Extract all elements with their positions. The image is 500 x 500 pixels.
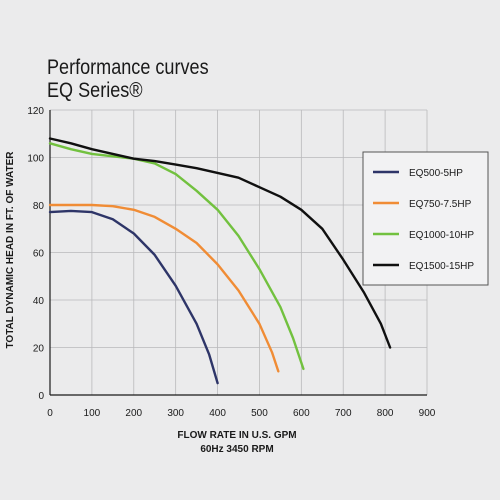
x-tick-label: 300 xyxy=(167,408,184,419)
y-tick-label: 20 xyxy=(33,344,45,355)
x-tick-label: 700 xyxy=(335,408,352,419)
legend-label-eq1000-10hp: EQ1000-10HP xyxy=(409,230,474,241)
x-tick-label: 800 xyxy=(377,408,394,419)
x-tick-label: 100 xyxy=(84,408,101,419)
legend-box xyxy=(362,151,489,286)
chart-title-line1: Performance curves xyxy=(47,56,209,79)
y-axis-title: TOTAL DYNAMIC HEAD IN FT. OF WATER xyxy=(5,151,16,349)
legend-label-eq500-5hp: EQ500-5HP xyxy=(409,168,463,179)
chart-title-line2: EQ Series® xyxy=(47,79,143,102)
legend-label-eq750-7-5hp: EQ750-7.5HP xyxy=(409,199,472,210)
series-group xyxy=(48,137,392,385)
series-line-eq750-7-5hp xyxy=(48,203,280,373)
chart-title: Performance curves EQ Series® xyxy=(47,56,209,102)
y-tick-label: 0 xyxy=(38,391,44,402)
axes xyxy=(49,110,427,396)
legend: EQ500-5HP EQ750-7.5HP EQ1000-10HP EQ1500-15… xyxy=(362,151,489,286)
series-line-eq1000-10hp xyxy=(48,142,305,371)
y-tick-label: 100 xyxy=(27,154,44,165)
y-tick-label: 40 xyxy=(33,296,45,307)
x-tick-label: 400 xyxy=(209,408,226,419)
x-tick-label: 0 xyxy=(47,408,53,419)
x-tick-label: 900 xyxy=(419,408,436,419)
x-axis-subtitle: 60Hz 3450 RPM xyxy=(200,444,273,455)
x-tick-label: 500 xyxy=(251,408,268,419)
x-axis-title: FLOW RATE IN U.S. GPM xyxy=(177,430,296,441)
y-tick-label: 60 xyxy=(33,249,45,260)
y-tick-label: 120 xyxy=(27,106,44,117)
legend-label-eq1500-15hp: EQ1500-15HP xyxy=(409,261,474,272)
x-tick-label: 200 xyxy=(125,408,142,419)
y-tick-label: 80 xyxy=(33,201,45,212)
series-line-eq500-5hp xyxy=(48,209,219,385)
x-tick-label: 600 xyxy=(293,408,310,419)
tick-labels: 0 100 200 300 400 500 600 700 800 900 0 20 40 60 80 100… xyxy=(27,106,435,419)
series-line-eq1500-15hp xyxy=(48,137,392,349)
